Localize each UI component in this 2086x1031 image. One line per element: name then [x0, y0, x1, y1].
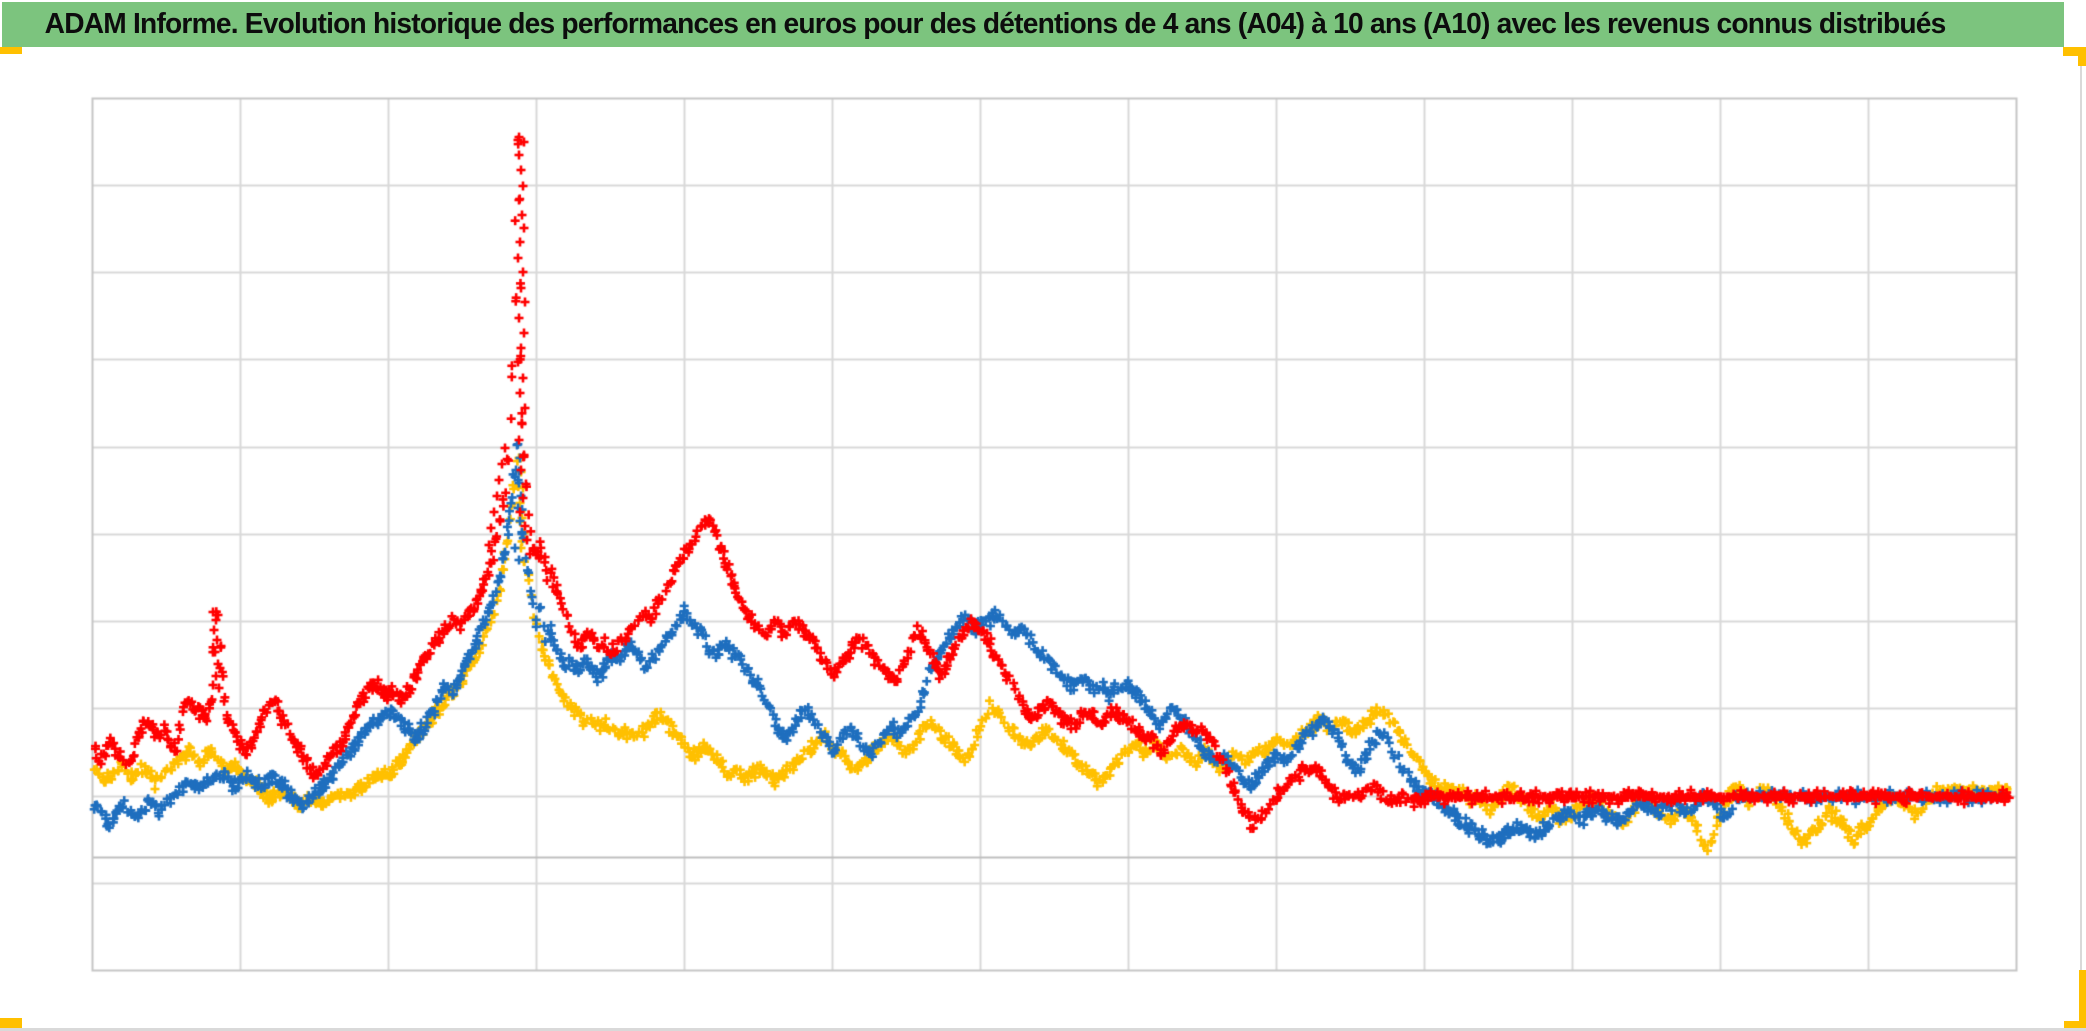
top-left-accent-tab: [0, 47, 22, 54]
top-right-accent-bracket-h: [2063, 47, 2086, 56]
bottom-left-accent-tab: [0, 1018, 22, 1029]
right-window-edge: [2080, 66, 2082, 970]
bottom-right-accent-bracket-v: [2079, 970, 2086, 1031]
bottom-window-edge: [0, 1028, 2086, 1031]
chart-title: ADAM Informe. Evolution historique des p…: [44, 8, 1947, 40]
chart-title-bar: ADAM Informe. Evolution historique des p…: [2, 2, 2064, 47]
bottom-right-accent-bracket-h: [2064, 1021, 2086, 1031]
top-right-accent-bracket-v: [2078, 47, 2086, 66]
